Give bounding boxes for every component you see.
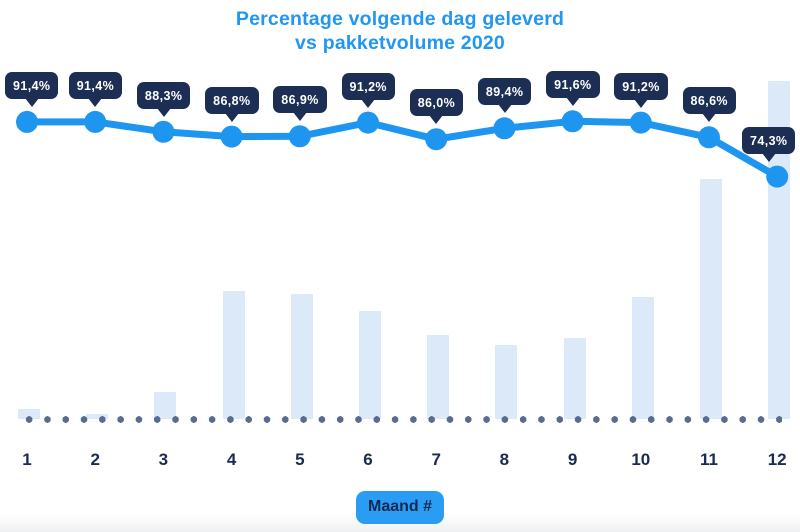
volume-bar xyxy=(700,179,722,419)
data-point-marker xyxy=(288,125,311,148)
value-badge: 86,6% xyxy=(682,87,736,115)
value-badge: 74,3% xyxy=(742,126,796,154)
value-badge: 86,8% xyxy=(205,86,259,114)
volume-bar xyxy=(631,297,654,419)
volume-bar xyxy=(495,344,518,419)
value-badge: 91,6% xyxy=(546,71,600,99)
data-point-marker xyxy=(84,110,107,133)
value-badge: 86,0% xyxy=(409,89,464,117)
month-label: 2 xyxy=(90,450,100,469)
volume-bar xyxy=(290,293,313,419)
month-label: 9 xyxy=(567,450,578,469)
month-label: 3 xyxy=(158,450,169,469)
volume-bar xyxy=(222,290,245,419)
data-point-marker xyxy=(425,128,448,151)
data-point-marker xyxy=(357,111,379,134)
value-badge: 91,4% xyxy=(5,71,59,99)
month-label: 8 xyxy=(499,450,510,469)
data-point-marker xyxy=(152,120,175,143)
value-badge: 91,2% xyxy=(341,72,395,100)
month-label: 11 xyxy=(700,450,718,469)
value-badge: 86,9% xyxy=(273,86,327,114)
volume-bar xyxy=(154,391,177,419)
chart-title: Percentage volgende dag geleverd vs pakk… xyxy=(0,7,800,55)
volume-bar xyxy=(768,81,791,419)
delivery-line xyxy=(23,117,781,181)
volume-bar xyxy=(563,337,586,419)
month-label: 1 xyxy=(22,450,32,469)
month-label: 6 xyxy=(363,450,373,469)
month-label: 10 xyxy=(631,450,651,469)
data-point-marker xyxy=(16,110,38,133)
value-badge: 91,4% xyxy=(68,71,123,99)
data-point-marker xyxy=(629,111,652,134)
dotted-baseline xyxy=(20,415,782,424)
month-label: 4 xyxy=(226,450,237,469)
data-point-marker xyxy=(561,110,584,133)
value-badge: 88,3% xyxy=(136,81,191,109)
data-point-marker xyxy=(493,117,516,140)
month-label: 12 xyxy=(767,450,787,469)
chart-title-line1: Percentage volgende dag geleverd xyxy=(235,8,565,30)
volume-bar xyxy=(427,334,450,419)
month-label: 5 xyxy=(295,450,305,469)
month-label: 7 xyxy=(431,450,441,469)
data-point-marker xyxy=(766,165,789,188)
value-badge: 89,4% xyxy=(477,78,532,106)
x-axis-label-badge: Maand # xyxy=(355,491,445,524)
chart-title-line2: vs pakketvolume 2020 xyxy=(295,32,505,54)
data-point-marker xyxy=(220,125,243,148)
value-badge: 91,2% xyxy=(614,72,668,100)
volume-bar xyxy=(18,408,40,419)
data-point-marker xyxy=(698,126,720,149)
volume-bar xyxy=(359,310,381,419)
